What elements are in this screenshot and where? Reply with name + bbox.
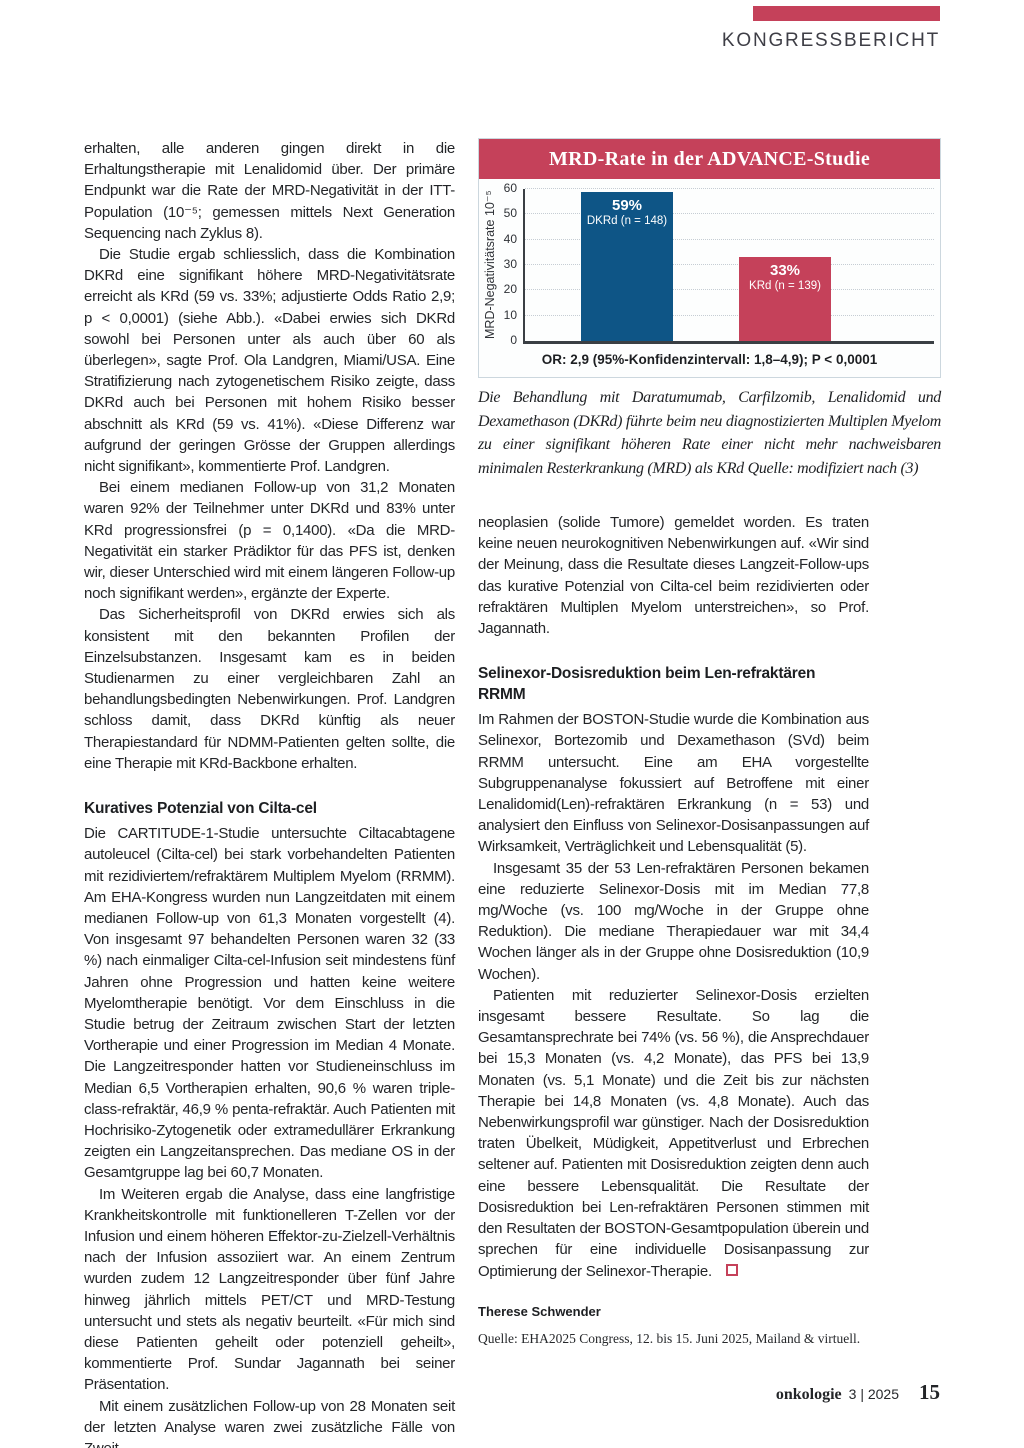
end-of-article-marker — [725, 1263, 738, 1276]
caption-source: Quelle: modifiziert nach (3) — [747, 459, 919, 477]
plot-wrap: 0 10 20 30 40 50 60 59% DKRd (n = 148) — [497, 181, 934, 347]
right-column-text: neoplasien (solide Tumore) gemeldet word… — [478, 512, 941, 1347]
paragraph: Insgesamt 35 der 53 Len-refraktären Pers… — [478, 859, 869, 983]
author-byline: Therese Schwender — [478, 1303, 601, 1319]
paragraph: Die CARTITUDE-1-Studie untersuchte Cilta… — [84, 825, 455, 1182]
right-column: MRD-Rate in der ADVANCE-Studie MRD-Negat… — [478, 138, 941, 1448]
bar-category: KRd (n = 139) — [749, 280, 821, 293]
article-columns: erhalten, alle anderen gingen direkt in … — [84, 138, 941, 1448]
section-color-tab — [753, 6, 940, 21]
paragraph: Das Sicherheitsprofil von DKRd erwies si… — [84, 606, 455, 772]
left-column: erhalten, alle anderen gingen direkt in … — [84, 138, 455, 1448]
caption-text: Die Behandlung mit Daratumumab, Carfilzo… — [478, 389, 941, 477]
paragraph: erhalten, alle anderen gingen direkt in … — [84, 140, 455, 242]
paragraph: neoplasien (solide Tumore) gemeldet word… — [478, 514, 869, 638]
y-axis-label: MRD-Negativitätsrate 10⁻⁵ — [483, 190, 497, 340]
section-heading-selinexor: Selinexor-Dosisreduktion beim Len-refrak… — [478, 665, 816, 704]
figure-caption: Die Behandlung mit Daratumumab, Carfilzo… — [478, 386, 941, 480]
mrd-rate-bar-chart: MRD-Rate in der ADVANCE-Studie MRD-Negat… — [478, 138, 941, 378]
bar-label-dkrd: 59% DKRd (n = 148) — [581, 197, 673, 227]
paragraph: Im Rahmen der BOSTON-Studie wurde die Ko… — [478, 711, 869, 856]
bar-value: 33% — [769, 262, 801, 280]
section-heading-cilta-cel: Kuratives Potenzial von Cilta-cel — [84, 800, 317, 818]
bar-category: DKRd (n = 148) — [586, 214, 668, 227]
paragraph: Mit einem zusätzlichen Follow-up von 28 … — [84, 1397, 455, 1448]
section-kicker: KONGRESSBERICHT — [721, 30, 940, 51]
y-axis-ticks: 0 10 20 30 40 50 60 — [503, 181, 517, 347]
plot-area: 59% DKRd (n = 148) 33% KRd (n = 139) — [523, 188, 934, 344]
chart-footnote: OR: 2,9 (95%-Konfidenzintervall: 1,8–4,9… — [541, 352, 878, 367]
page-number: 15 — [919, 1380, 940, 1404]
chart-body: MRD-Negativitätsrate 10⁻⁵ 0 10 20 30 40 50 60 … — [479, 179, 940, 347]
bar-value: 59% — [611, 196, 643, 214]
paragraph-text: Patienten mit reduzierter Selinexor-Dosi… — [478, 986, 869, 1280]
issue-label: 3 | 2025 — [848, 1386, 899, 1402]
page-footer: onkologie 3 | 2025 15 — [776, 1380, 940, 1405]
paragraph: Im Weiteren ergab die Analyse, dass eine… — [84, 1185, 455, 1394]
paragraph: Patienten mit reduzierter Selinexor-Dosi… — [478, 985, 869, 1282]
bar-label-krd: 33% KRd (n = 139) — [739, 262, 831, 292]
bar-dkrd: 59% DKRd (n = 148) — [581, 191, 673, 341]
bar-krd: 33% KRd (n = 139) — [739, 257, 831, 341]
paragraph: Bei einem medianen Follow-up von 31,2 Mo… — [84, 479, 455, 603]
chart-title: MRD-Rate in der ADVANCE-Studie — [479, 139, 940, 179]
paragraph: Die Studie ergab schliesslich, dass die … — [84, 246, 455, 476]
source-line: Quelle: EHA2025 Congress, 12. bis 15. Ju… — [478, 1330, 861, 1346]
journal-name: onkologie — [775, 1386, 842, 1403]
